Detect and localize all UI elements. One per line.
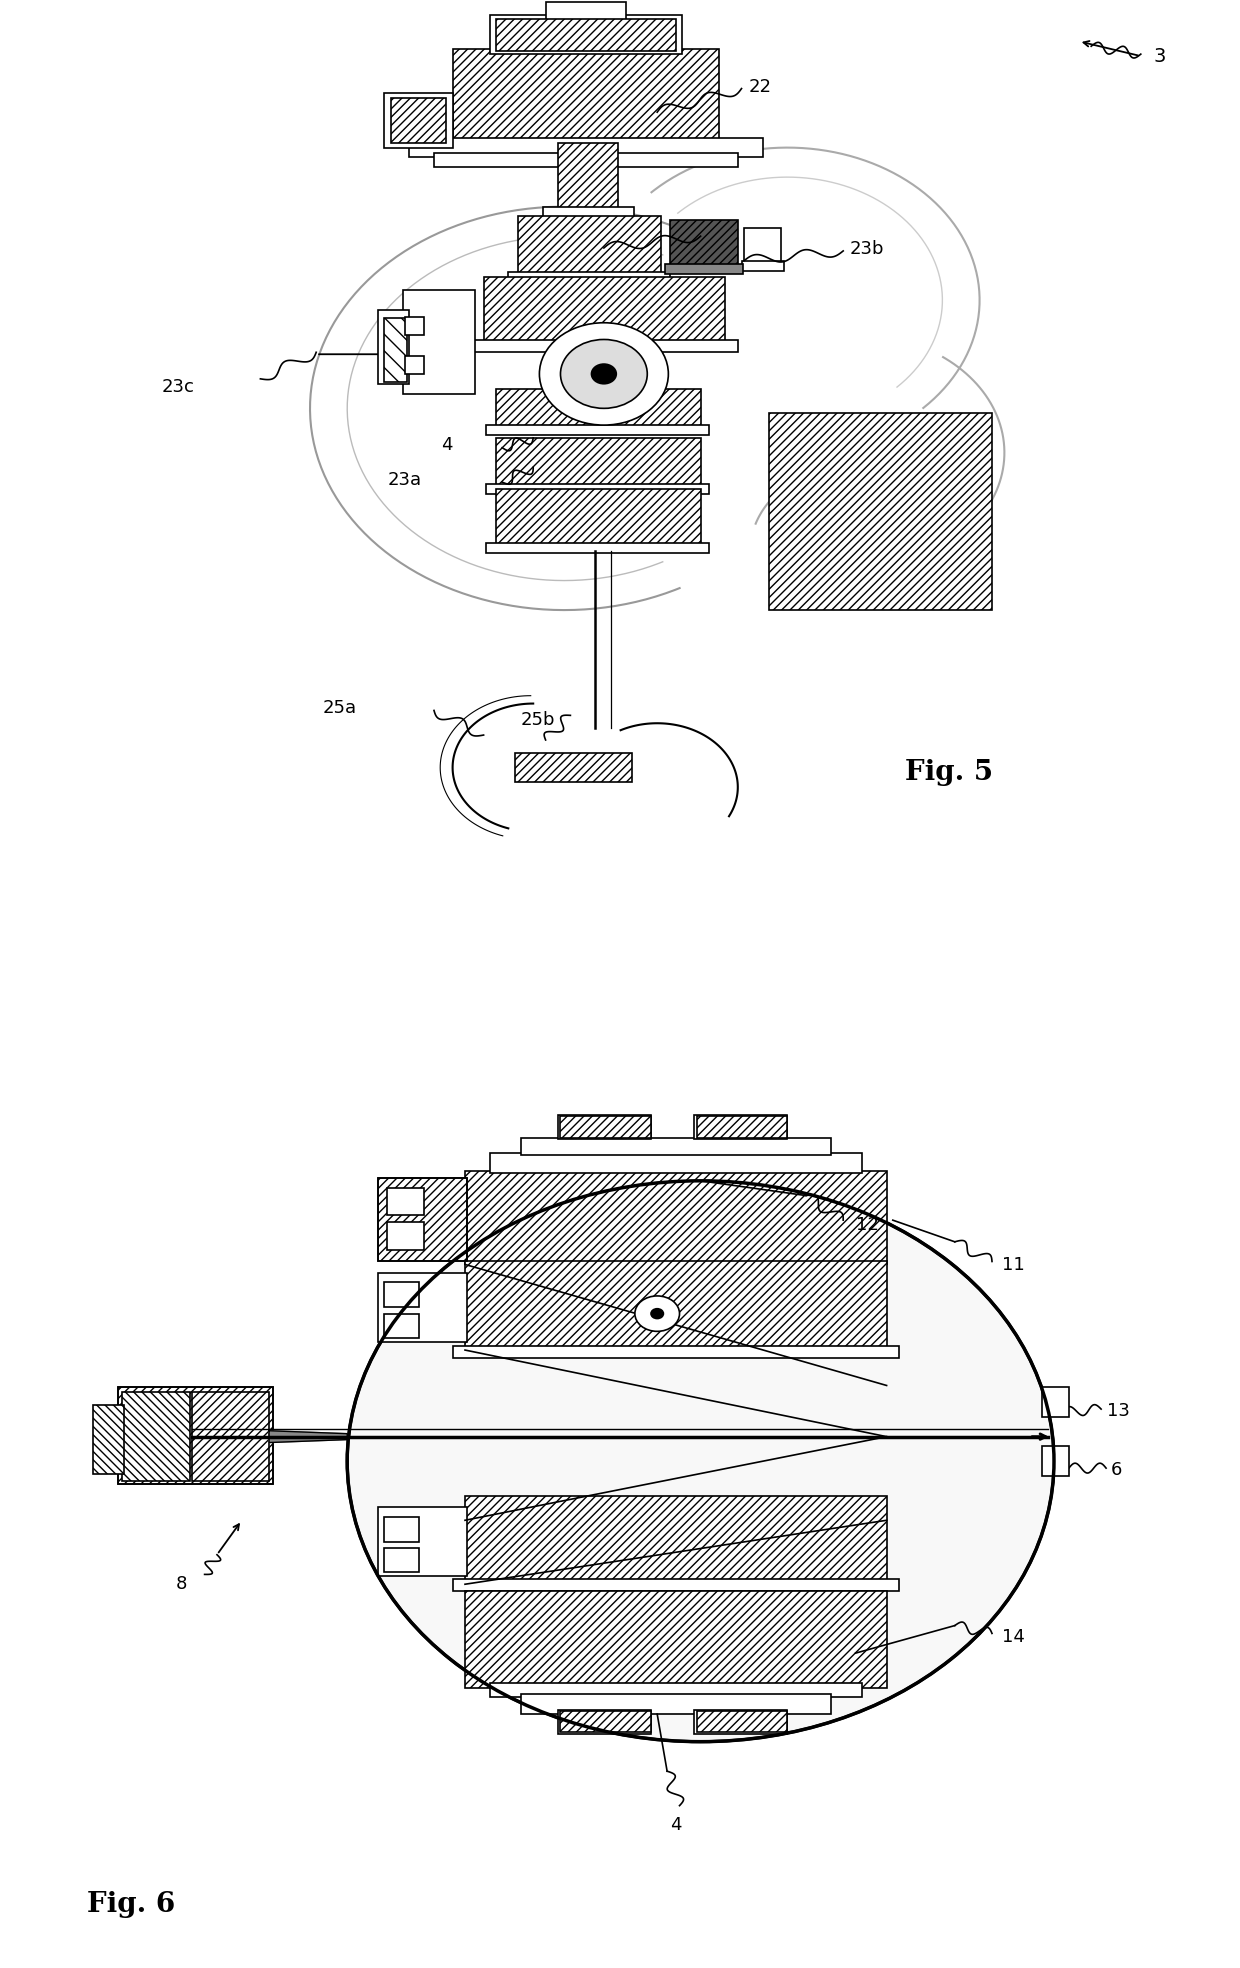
Bar xyxy=(496,388,701,427)
Bar xyxy=(508,272,670,283)
Text: 25b: 25b xyxy=(521,710,556,730)
Bar xyxy=(192,1393,269,1480)
Bar xyxy=(484,277,725,344)
Bar xyxy=(453,49,719,142)
Bar xyxy=(405,317,424,335)
Bar xyxy=(496,437,701,486)
Bar xyxy=(378,309,409,384)
Bar xyxy=(471,340,738,352)
Bar xyxy=(546,2,626,20)
Bar xyxy=(560,1710,651,1732)
Bar xyxy=(490,1683,862,1696)
Bar xyxy=(697,1116,787,1138)
Bar xyxy=(490,14,682,53)
Bar xyxy=(391,98,446,142)
Text: 23c: 23c xyxy=(161,378,195,396)
Bar xyxy=(384,317,407,382)
Text: 24: 24 xyxy=(707,224,730,244)
Text: 14: 14 xyxy=(1002,1628,1024,1647)
Bar xyxy=(742,260,784,270)
Bar xyxy=(384,1517,419,1543)
Bar xyxy=(409,138,763,157)
Bar xyxy=(521,1138,831,1155)
Bar xyxy=(670,220,738,268)
Bar xyxy=(490,1153,862,1173)
Bar xyxy=(521,1694,831,1714)
Circle shape xyxy=(635,1295,680,1330)
Bar xyxy=(93,1405,124,1474)
Bar xyxy=(558,142,618,211)
Circle shape xyxy=(560,338,647,409)
Bar xyxy=(453,1578,899,1590)
Bar xyxy=(465,1261,887,1350)
Polygon shape xyxy=(269,1431,347,1443)
Text: 4: 4 xyxy=(670,1816,681,1834)
Bar xyxy=(122,1393,190,1480)
Bar xyxy=(465,1496,887,1584)
Bar xyxy=(1042,1446,1069,1476)
Text: 23b: 23b xyxy=(849,240,884,258)
Bar xyxy=(1042,1387,1069,1417)
Bar xyxy=(434,154,738,167)
Bar xyxy=(560,1116,651,1138)
Bar xyxy=(378,1273,467,1342)
Bar xyxy=(518,216,661,276)
Polygon shape xyxy=(769,413,992,610)
Bar xyxy=(387,1187,424,1214)
Text: Fig. 6: Fig. 6 xyxy=(87,1891,175,1917)
Bar xyxy=(118,1387,273,1484)
Bar xyxy=(543,207,634,218)
Text: 8: 8 xyxy=(176,1574,187,1594)
Text: 11: 11 xyxy=(1002,1256,1024,1275)
Bar xyxy=(558,1114,651,1139)
Bar xyxy=(465,1590,887,1687)
Text: 25a: 25a xyxy=(322,699,357,718)
Text: Fig. 5: Fig. 5 xyxy=(905,760,993,785)
Bar xyxy=(515,752,632,781)
Circle shape xyxy=(651,1309,663,1319)
Bar xyxy=(694,1114,787,1139)
Bar xyxy=(384,1283,419,1307)
Bar xyxy=(387,1222,424,1250)
Text: 13: 13 xyxy=(1107,1401,1130,1421)
Bar xyxy=(486,543,709,553)
Text: 12: 12 xyxy=(856,1216,878,1234)
Bar xyxy=(486,425,709,435)
Bar xyxy=(486,484,709,494)
Bar xyxy=(465,1171,887,1265)
Circle shape xyxy=(539,323,668,425)
Bar xyxy=(384,1547,419,1572)
Text: 23a: 23a xyxy=(387,470,422,490)
Bar xyxy=(384,1315,419,1338)
Bar xyxy=(378,1507,467,1576)
Circle shape xyxy=(591,364,616,384)
Bar xyxy=(378,1177,467,1261)
Bar xyxy=(558,1710,651,1734)
Bar xyxy=(496,18,676,51)
Bar xyxy=(744,228,781,266)
Circle shape xyxy=(347,1181,1054,1742)
Bar xyxy=(453,1346,899,1358)
Bar xyxy=(378,1177,467,1261)
Bar xyxy=(405,356,424,374)
Text: 22: 22 xyxy=(749,77,773,96)
Bar xyxy=(403,289,475,394)
Bar xyxy=(697,1710,787,1732)
Bar xyxy=(694,1710,787,1734)
Text: 4: 4 xyxy=(441,435,453,455)
Text: 3: 3 xyxy=(1153,47,1166,65)
Bar xyxy=(496,488,701,545)
Bar xyxy=(665,264,743,274)
Text: 6: 6 xyxy=(1111,1460,1122,1480)
Bar xyxy=(118,1387,273,1484)
Bar xyxy=(384,92,453,148)
